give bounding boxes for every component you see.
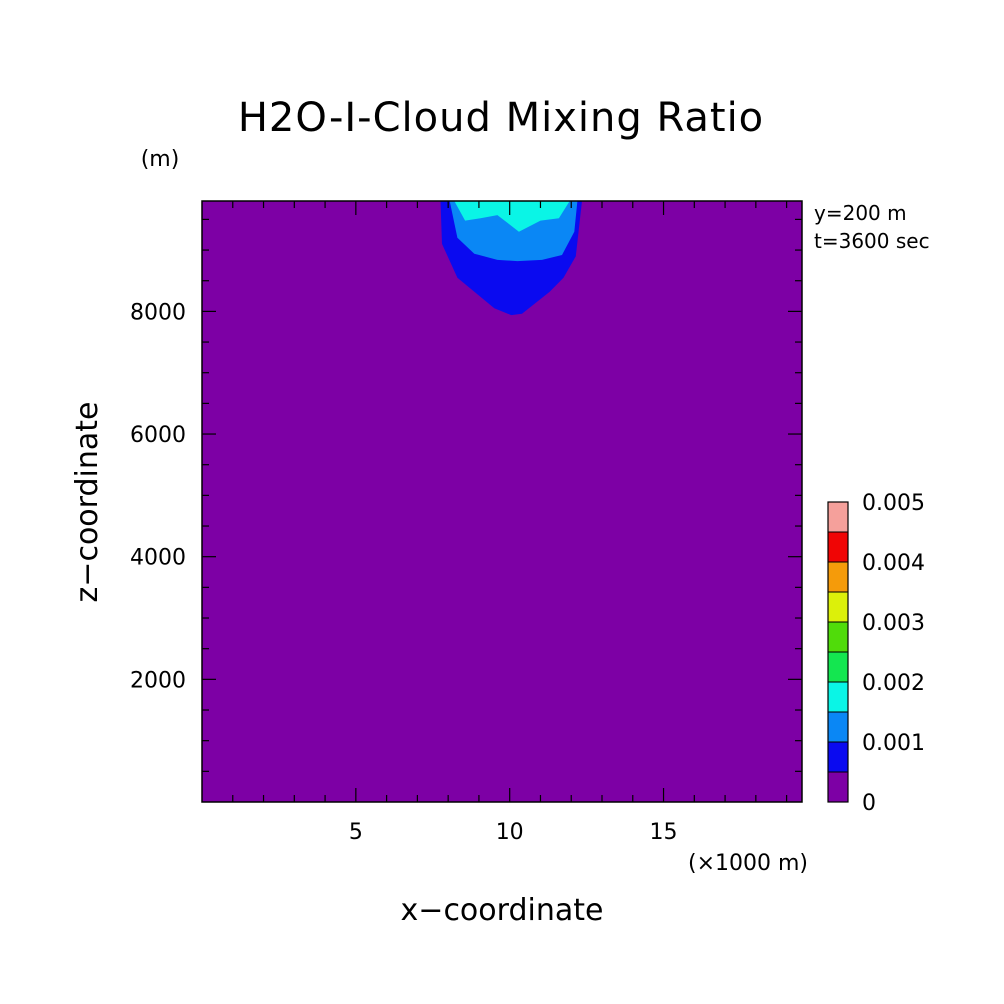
x-axis: 5 10 15 xyxy=(232,201,788,845)
y-axis-label: z−coordinate xyxy=(70,402,105,603)
plot-area xyxy=(201,200,803,803)
colorbar-tick-label: 0.002 xyxy=(862,671,925,696)
y-tick-label: 8000 xyxy=(130,300,186,325)
colorbar-swatch xyxy=(828,562,848,592)
x-axis-label: x−coordinate xyxy=(401,893,604,928)
colorbar-tick-label: 0 xyxy=(862,791,876,816)
colorbar-swatch xyxy=(828,652,848,682)
annotation-y: y=200 m xyxy=(814,201,907,225)
y-tick-label: 2000 xyxy=(130,668,186,693)
colorbar-tick-label: 0.004 xyxy=(862,551,925,576)
colorbar-swatch xyxy=(828,592,848,622)
y-axis: 2000 4000 6000 8000 xyxy=(130,218,802,772)
chart-title: H2O-I-Cloud Mixing Ratio xyxy=(238,95,764,141)
x-tick-label: 10 xyxy=(496,820,524,845)
colorbar-swatch xyxy=(828,502,848,532)
y-unit-label: (m) xyxy=(141,147,180,172)
colorbar-tick-label: 0.005 xyxy=(862,491,925,516)
colorbar-swatch xyxy=(828,772,848,802)
colorbar-swatch xyxy=(828,742,848,772)
colorbar-tick-label: 0.001 xyxy=(862,731,925,756)
colorbar: 0 0.001 0.002 0.003 0.004 0.005 xyxy=(827,491,925,816)
colorbar-swatch xyxy=(828,532,848,562)
contour-band-3 xyxy=(454,201,570,232)
y-tick-label: 6000 xyxy=(130,423,186,448)
colorbar-swatch xyxy=(828,682,848,712)
colorbar-tick-label: 0.003 xyxy=(862,611,925,636)
colorbar-swatch xyxy=(828,622,848,652)
annotation-t: t=3600 sec xyxy=(814,229,930,253)
x-tick-label: 5 xyxy=(349,820,363,845)
x-unit-label: (×1000 m) xyxy=(688,851,808,876)
plot-frame xyxy=(201,200,803,803)
colorbar-swatch xyxy=(828,712,848,742)
x-tick-label: 15 xyxy=(650,820,678,845)
y-tick-label: 4000 xyxy=(130,546,186,571)
